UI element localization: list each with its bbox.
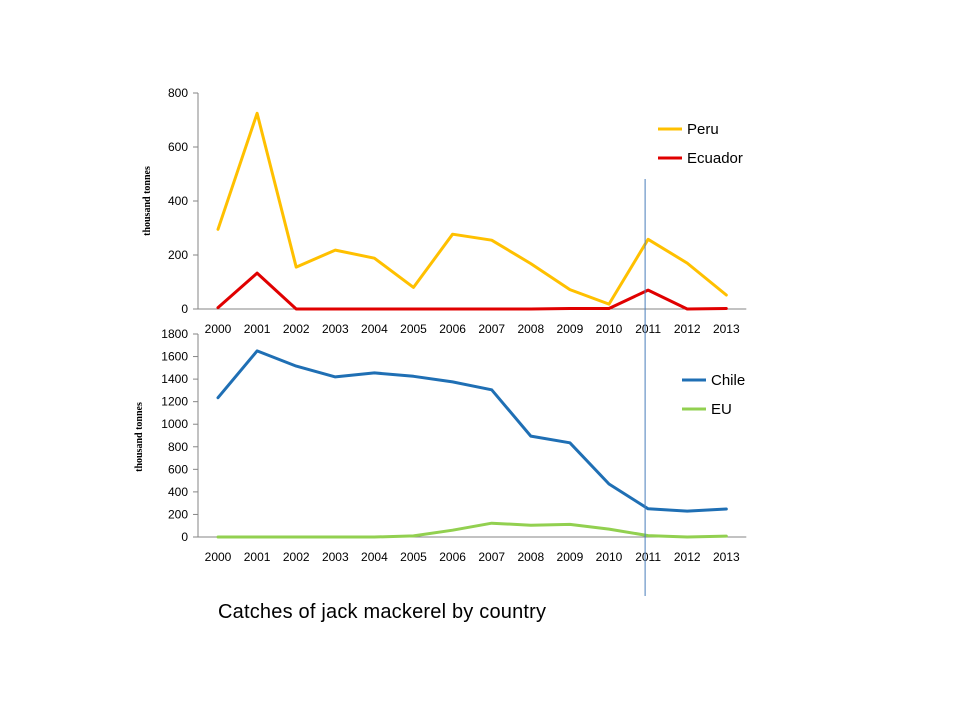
y-tick-label: 200 xyxy=(168,507,188,521)
x-tick-label: 2012 xyxy=(674,322,701,336)
x-tick-label: 2011 xyxy=(635,322,661,336)
x-tick-label: 2005 xyxy=(400,550,427,564)
y-axis-title: thousand tonnes xyxy=(142,166,153,236)
x-tick-label: 2012 xyxy=(674,550,701,564)
x-tick-label: 2009 xyxy=(557,550,584,564)
x-tick-label: 2010 xyxy=(596,550,623,564)
x-tick-label: 2011 xyxy=(635,550,661,564)
y-tick-label: 600 xyxy=(168,462,188,476)
legend-label-chile: Chile xyxy=(711,372,745,389)
x-tick-label: 2013 xyxy=(713,322,740,336)
y-tick-label: 1800 xyxy=(161,327,188,341)
x-tick-label: 2006 xyxy=(439,322,466,336)
series-line-chile xyxy=(216,349,728,513)
y-tick-label: 200 xyxy=(168,248,188,262)
y-tick-label: 1600 xyxy=(161,350,188,364)
x-tick-label: 2009 xyxy=(557,322,584,336)
legend-label-ecuador: Ecuador xyxy=(687,150,743,167)
figure-caption: Catches of jack mackerel by country xyxy=(218,601,547,623)
chart-chile-eu: 0 200 400 600 800 1000 1200 1400 1600 1800 2000 200… xyxy=(134,327,747,564)
x-tick-label: 2001 xyxy=(244,550,271,564)
x-tick-label: 2004 xyxy=(361,322,388,336)
legend-label-peru: Peru xyxy=(687,121,719,138)
x-tick-label: 2007 xyxy=(478,550,505,564)
chart-peru-ecuador: 0 200 400 600 800 2000 2001 2002 2003 2004 2005 200… xyxy=(142,86,747,336)
x-tick-label: 2003 xyxy=(322,550,349,564)
x-tick-label: 2008 xyxy=(517,322,544,336)
y-tick-label: 1400 xyxy=(161,372,188,386)
y-tick-label: 1200 xyxy=(161,395,188,409)
x-tick-label: 2005 xyxy=(400,322,427,336)
series-line-peru xyxy=(216,111,728,306)
x-tick-label: 2013 xyxy=(713,550,740,564)
x-tick-label: 2002 xyxy=(283,550,310,564)
y-axis-title: thousand tonnes xyxy=(134,402,145,472)
y-tick-label: 1000 xyxy=(161,417,188,431)
x-tick-label: 2007 xyxy=(478,322,505,336)
y-tick-label: 800 xyxy=(168,440,188,454)
x-tick-label: 2002 xyxy=(283,322,310,336)
series-line-eu xyxy=(216,521,728,539)
x-tick-label: 2003 xyxy=(322,322,349,336)
y-tick-label: 400 xyxy=(168,485,188,499)
legend-label-eu: EU xyxy=(711,401,732,418)
x-tick-label: 2010 xyxy=(596,322,623,336)
x-tick-label: 2000 xyxy=(205,322,232,336)
y-tick-label: 0 xyxy=(181,530,188,544)
y-tick-label: 800 xyxy=(168,86,188,100)
x-tick-label: 2008 xyxy=(517,550,544,564)
y-tick-label: 0 xyxy=(181,302,188,316)
x-tick-label: 2004 xyxy=(361,550,388,564)
series-line-ecuador xyxy=(216,271,728,311)
y-tick-label: 400 xyxy=(168,194,188,208)
x-tick-label: 2006 xyxy=(439,550,466,564)
x-tick-label: 2000 xyxy=(205,550,232,564)
y-tick-label: 600 xyxy=(168,140,188,154)
x-tick-label: 2001 xyxy=(244,322,271,336)
